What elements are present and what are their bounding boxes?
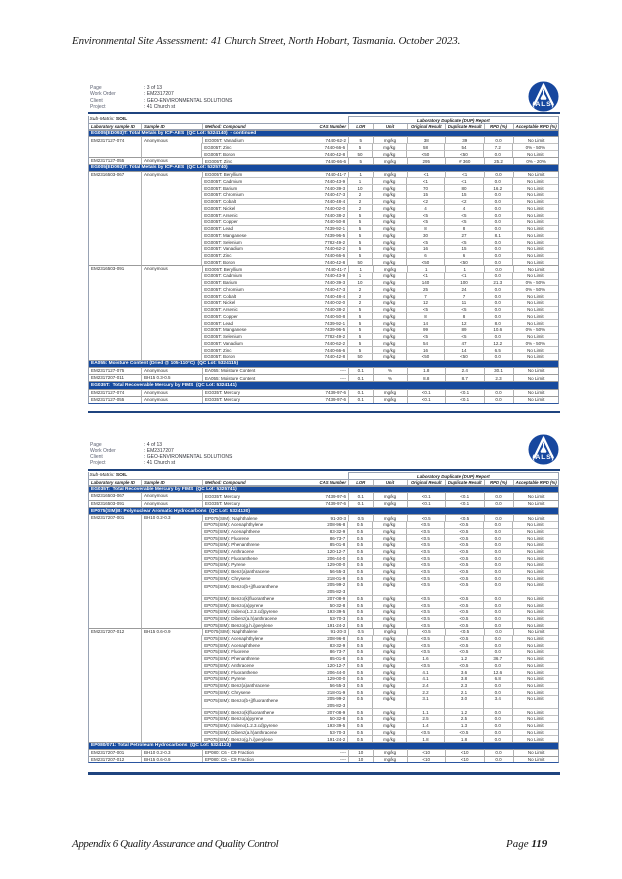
svg-text:(ALS): (ALS) [532, 454, 554, 461]
svg-text:(ALS): (ALS) [532, 100, 554, 107]
